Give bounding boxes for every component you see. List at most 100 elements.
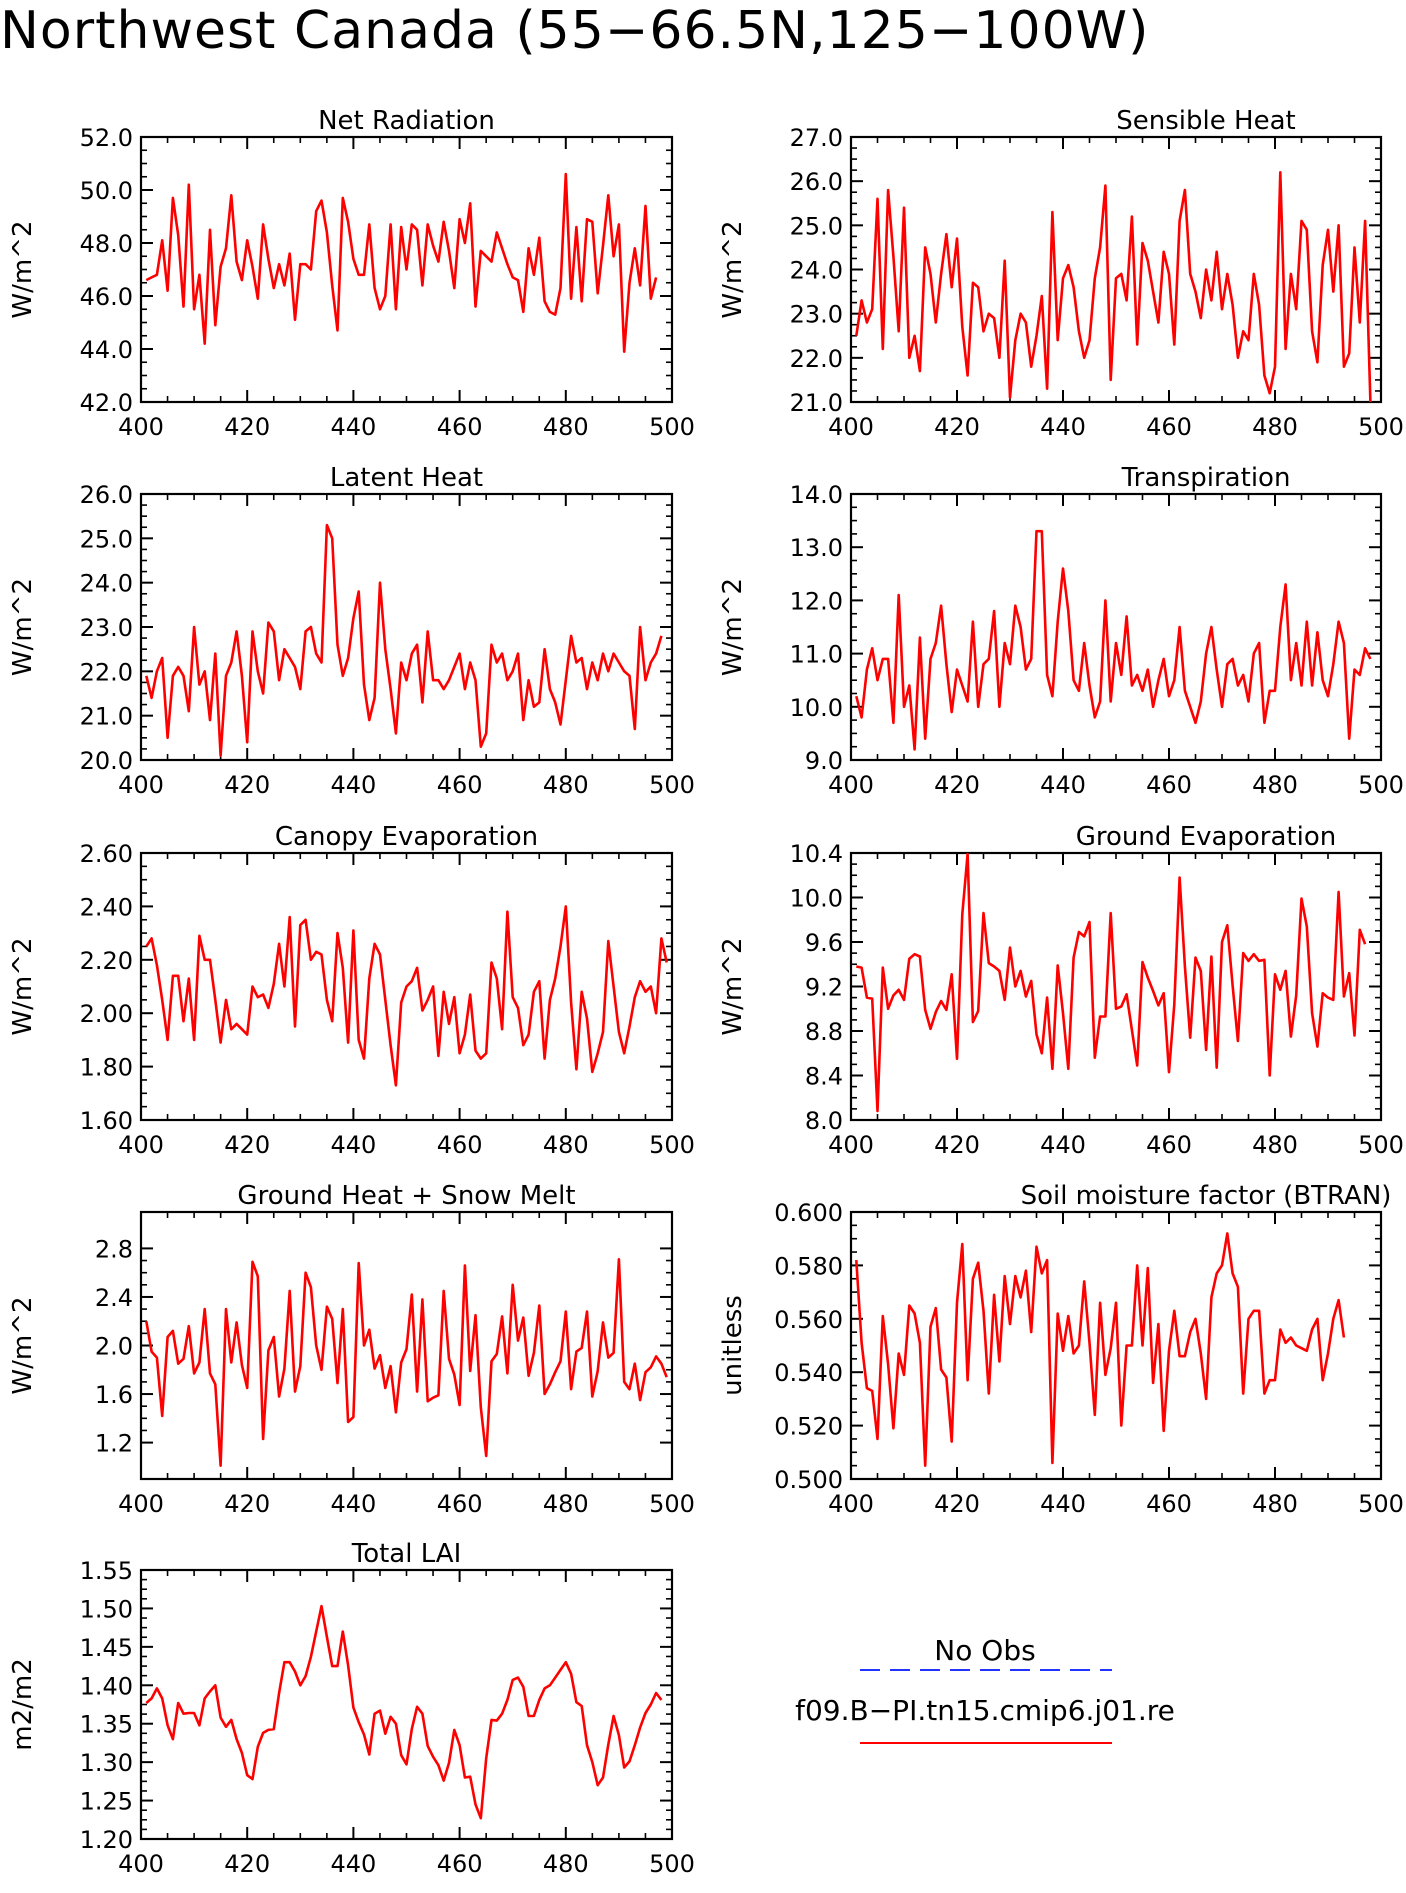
y-tick-label: 2.40 <box>80 893 133 921</box>
y-tick-label: 2.4 <box>95 1284 133 1312</box>
x-tick-label: 460 <box>437 1490 483 1518</box>
panel-title-ground-heat-snow-melt: Ground Heat + Snow Melt <box>237 1181 575 1211</box>
y-tick-label: 23.0 <box>80 614 133 642</box>
series-line-ground-evaporation <box>856 852 1367 1113</box>
x-tick-label: 400 <box>828 771 874 799</box>
y-tick-label: 11.0 <box>790 641 843 669</box>
x-tick-label: 440 <box>1040 1490 1086 1518</box>
x-tick-label: 400 <box>118 771 164 799</box>
y-tick-label: 1.55 <box>80 1557 133 1585</box>
x-tick-label: 500 <box>1358 1131 1404 1159</box>
x-tick-label: 400 <box>118 1131 164 1159</box>
x-tick-label: 500 <box>649 771 695 799</box>
x-tick-label: 480 <box>1252 1131 1298 1159</box>
legend-label-no-obs: No Obs <box>934 1634 1035 1667</box>
x-tick-label: 460 <box>1146 1490 1192 1518</box>
x-tick-label: 420 <box>224 771 270 799</box>
y-tick-label: 2.20 <box>80 947 133 975</box>
y-tick-label: 0.500 <box>774 1466 843 1494</box>
plot-frame <box>849 492 1383 762</box>
panel-title-soil-moisture-factor-btran: Soil moisture factor (BTRAN) <box>1021 1181 1392 1211</box>
panel-latent-heat: 400 420 440 460 480 500 20.0 21.0 22.0 23.0 24.0 25… <box>8 463 695 799</box>
series-line-ground-heat-snow-melt <box>145 1258 668 1467</box>
panel-title-total-lai: Total LAI <box>351 1539 462 1569</box>
x-tick-label: 420 <box>934 771 980 799</box>
y-axis-label: W/m^2 <box>718 220 748 318</box>
y-tick-label: 25.0 <box>80 525 133 553</box>
y-tick-label: 46.0 <box>80 283 133 311</box>
figure-title: Northwest Canada (55−66.5N,125−100W) <box>0 1 1149 61</box>
y-tick-label: 42.0 <box>80 389 133 417</box>
y-tick-label: 25.0 <box>790 212 843 240</box>
series-line-canopy-evaporation <box>145 905 668 1087</box>
y-tick-label: 1.80 <box>80 1054 133 1082</box>
y-tick-label: 22.0 <box>790 345 843 373</box>
x-tick-label: 480 <box>543 771 589 799</box>
panel-title-net-radiation: Net Radiation <box>318 106 495 136</box>
y-axis-label: unitless <box>718 1295 748 1396</box>
x-tick-label: 400 <box>118 413 164 441</box>
y-tick-label: 0.600 <box>774 1199 843 1227</box>
plot-frame <box>139 1568 674 1841</box>
y-axis-label: W/m^2 <box>8 1296 38 1394</box>
x-tick-label: 480 <box>543 1490 589 1518</box>
panel-soil-moisture-factor-btran: 400 420 440 460 480 500 0.500 0.520 0.540 0.560 0.… <box>718 1181 1404 1518</box>
y-axis-label: W/m^2 <box>718 578 748 676</box>
y-tick-label: 2.00 <box>80 1000 133 1028</box>
y-tick-label: 26.0 <box>80 481 133 509</box>
x-tick-label: 400 <box>118 1850 164 1878</box>
y-tick-label: 24.0 <box>80 570 133 598</box>
x-tick-label: 440 <box>330 1490 376 1518</box>
x-tick-label: 420 <box>224 1131 270 1159</box>
x-tick-label: 440 <box>1040 413 1086 441</box>
series-line-transpiration <box>855 529 1372 751</box>
y-axis-label: W/m^2 <box>8 937 38 1035</box>
y-tick-label: 24.0 <box>790 257 843 285</box>
y-tick-label: 44.0 <box>80 336 133 364</box>
x-tick-label: 400 <box>828 413 874 441</box>
x-tick-label: 400 <box>118 1490 164 1518</box>
x-tick-label: 440 <box>330 1131 376 1159</box>
y-tick-label: 1.2 <box>95 1430 133 1458</box>
y-tick-label: 1.6 <box>95 1381 133 1409</box>
x-tick-label: 500 <box>649 1490 695 1518</box>
y-tick-label: 1.35 <box>80 1711 133 1739</box>
x-tick-label: 500 <box>649 1131 695 1159</box>
x-tick-label: 480 <box>1252 771 1298 799</box>
legend: No Obs f09.B−PI.tn15.cmip6.j01.re <box>795 1634 1175 1744</box>
series-line-net-radiation <box>145 172 658 354</box>
x-tick-label: 440 <box>1040 1131 1086 1159</box>
y-tick-label: 27.0 <box>790 124 843 152</box>
series-line-sensible-heat <box>855 171 1372 403</box>
y-tick-label: 20.0 <box>80 747 133 775</box>
y-tick-label: 8.8 <box>805 1018 843 1046</box>
y-tick-label: 10.0 <box>790 885 843 913</box>
x-tick-label: 500 <box>1358 413 1404 441</box>
x-tick-label: 440 <box>330 413 376 441</box>
x-tick-label: 480 <box>1252 413 1298 441</box>
y-tick-label: 1.50 <box>80 1595 133 1623</box>
x-tick-label: 420 <box>934 1131 980 1159</box>
y-tick-label: 23.0 <box>790 301 843 329</box>
y-axis-label: m2/m2 <box>8 1658 38 1751</box>
x-tick-label: 480 <box>543 1131 589 1159</box>
series-line-latent-heat <box>145 523 663 757</box>
y-tick-label: 48.0 <box>80 230 133 258</box>
panels-group: 400 420 440 460 480 500 42.0 44.0 46.0 48.0 50.0 52… <box>8 106 1404 1878</box>
y-tick-label: 14.0 <box>790 481 843 509</box>
y-tick-label: 10.4 <box>790 840 843 868</box>
x-tick-label: 460 <box>437 1850 483 1878</box>
y-tick-label: 21.0 <box>80 703 133 731</box>
x-tick-label: 460 <box>1146 771 1192 799</box>
x-tick-label: 420 <box>224 1490 270 1518</box>
panel-title-ground-evaporation: Ground Evaporation <box>1076 822 1336 852</box>
panel-net-radiation: 400 420 440 460 480 500 42.0 44.0 46.0 48.0 50.0 52… <box>8 106 695 441</box>
y-tick-label: 21.0 <box>790 389 843 417</box>
y-tick-label: 50.0 <box>80 177 133 205</box>
x-tick-label: 500 <box>1358 771 1404 799</box>
y-tick-label: 1.45 <box>80 1634 133 1662</box>
y-tick-label: 52.0 <box>80 124 133 152</box>
panel-title-transpiration: Transpiration <box>1121 463 1291 493</box>
y-tick-label: 9.0 <box>805 747 843 775</box>
y-tick-label: 1.60 <box>80 1107 133 1135</box>
